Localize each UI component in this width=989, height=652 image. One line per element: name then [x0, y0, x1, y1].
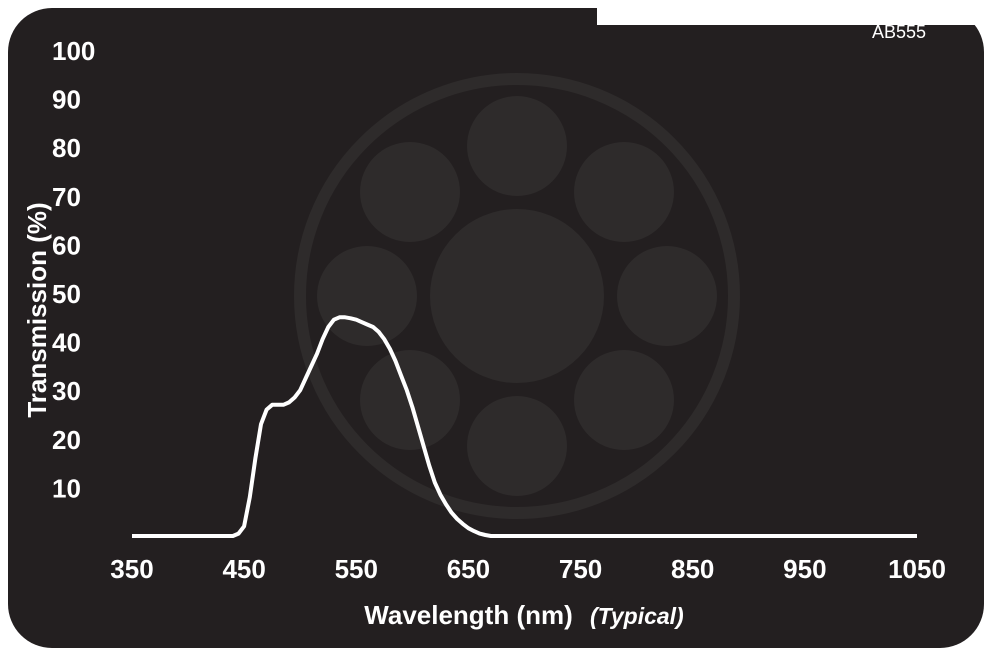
- x-tick-label: 750: [559, 554, 602, 584]
- y-tick-label: 70: [52, 182, 81, 212]
- x-tick-label: 950: [783, 554, 826, 584]
- x-tick-label: 550: [335, 554, 378, 584]
- x-tick-label: 1050: [888, 554, 946, 584]
- y-tick-label: 50: [52, 279, 81, 309]
- x-axis-title: Wavelength (nm): [364, 600, 572, 630]
- y-tick-label: 80: [52, 133, 81, 163]
- x-tick-label: 850: [671, 554, 714, 584]
- x-tick-label: 650: [447, 554, 490, 584]
- y-tick-label: 40: [52, 328, 81, 358]
- watermark-logo: [294, 73, 740, 519]
- y-tick-label: 60: [52, 230, 81, 260]
- y-tick-label: 30: [52, 376, 81, 406]
- x-tick-label: 450: [222, 554, 265, 584]
- y-tick-label: 20: [52, 425, 81, 455]
- x-tick-label: 350: [110, 554, 153, 584]
- y-tick-label: 10: [52, 473, 81, 503]
- y-tick-label: 90: [52, 85, 81, 115]
- corner-notch: [597, 0, 989, 25]
- y-tick-label: 100: [52, 36, 95, 66]
- transmission-curve: [132, 315, 917, 538]
- x-axis-label: Wavelength (nm) (Typical): [364, 600, 683, 630]
- product-code: AB555: [872, 22, 927, 42]
- y-axis-label: Transmission (%): [22, 202, 52, 417]
- x-axis-note: (Typical): [590, 603, 684, 629]
